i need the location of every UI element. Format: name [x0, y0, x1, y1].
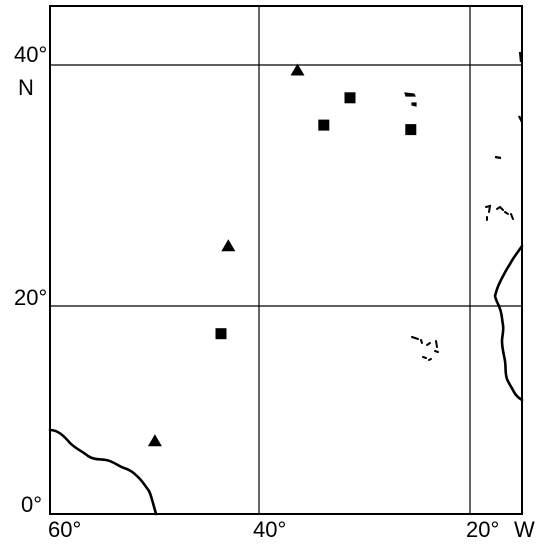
square-marker — [318, 119, 330, 131]
square-marker — [344, 92, 356, 104]
square-marker — [215, 328, 227, 340]
triangle-marker — [221, 239, 236, 252]
lon-hemisphere-label: W — [514, 517, 535, 542]
morocco-coast-fragment — [518, 115, 523, 123]
lat-label-0: 0° — [21, 492, 43, 517]
south-america-coastline — [48, 428, 158, 516]
canary-islands — [485, 204, 514, 221]
madeira-island — [494, 155, 502, 160]
triangle-marker — [290, 63, 305, 76]
iberia-coast-fragment — [518, 51, 523, 63]
square-marker — [405, 124, 417, 136]
lat-label-20: 20° — [14, 285, 48, 310]
lat-hemisphere-label: N — [18, 75, 34, 100]
azores-islands — [404, 92, 417, 107]
map-frame — [49, 5, 523, 515]
lon-label-20: 20° — [466, 517, 500, 542]
triangle-marker — [147, 434, 162, 447]
africa-coastline — [493, 244, 524, 402]
cape-verde-islands — [411, 336, 439, 361]
markers-layer — [147, 63, 417, 447]
lon-label-60: 60° — [48, 517, 82, 542]
lon-label-40: 40° — [253, 517, 287, 542]
lat-label-40: 40° — [14, 42, 48, 67]
